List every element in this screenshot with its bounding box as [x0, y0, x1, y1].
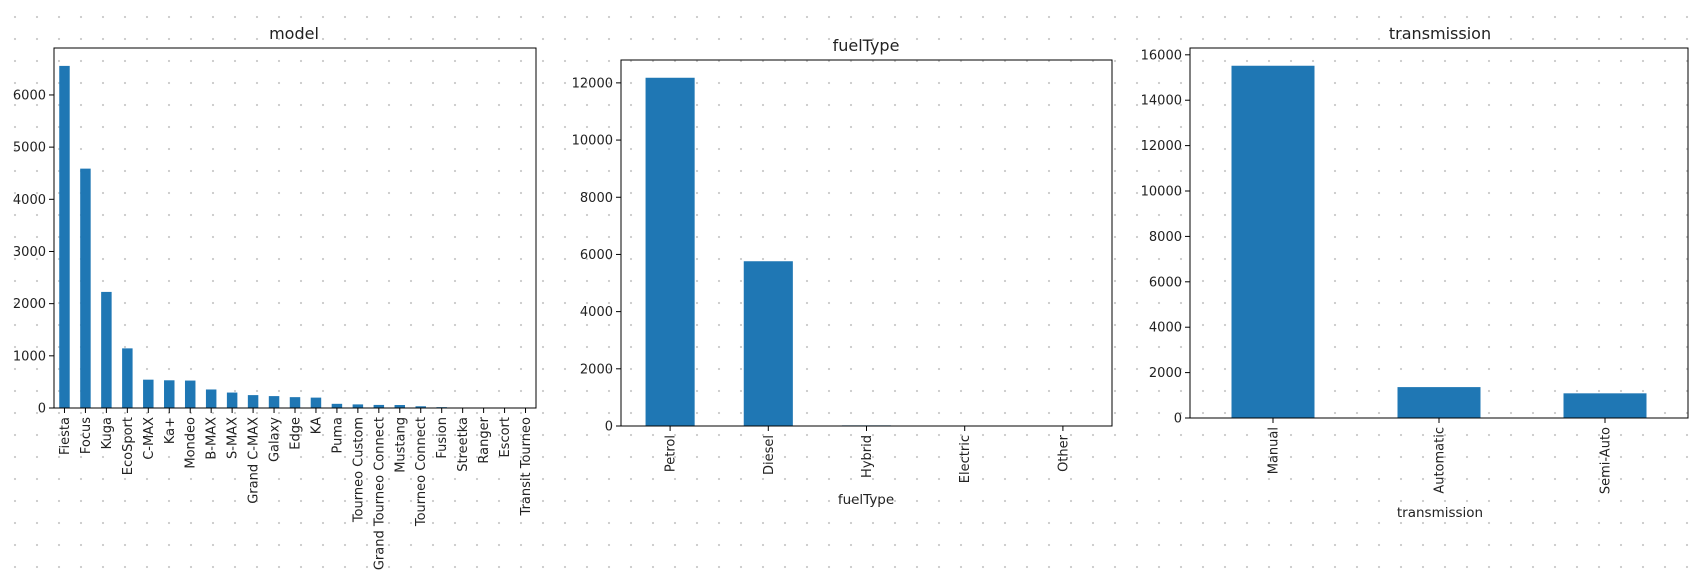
chart-title: transmission: [1389, 24, 1491, 43]
y-tick-label: 3000: [13, 245, 46, 260]
x-tick-label: Focus: [79, 417, 94, 454]
chart-title: model: [269, 24, 319, 43]
x-tick-label: Petrol: [664, 435, 679, 472]
x-tick-label: Semi-Auto: [1599, 427, 1614, 494]
x-tick-label: Diesel: [762, 435, 777, 475]
chart-model: model 0 1000 2000 3000 4000 5000 6000 Fiesta Fo…: [13, 24, 537, 570]
x-tick-label: Tourneo Custom: [351, 417, 366, 523]
y-tick-label: 0: [38, 402, 46, 417]
bar-manual: [1231, 65, 1315, 419]
x-tick-label: Kuga: [100, 417, 115, 449]
x-axis-label: fuelType: [838, 492, 894, 508]
y-tick-label: 4000: [580, 305, 613, 320]
x-tick-label: EcoSport: [121, 417, 136, 475]
y-tick-label: 2000: [580, 362, 613, 377]
y-tick-label: 10000: [572, 134, 613, 149]
x-tick-label: Ranger: [477, 416, 492, 463]
x-tick-label: Grand Tourneo Connect: [372, 417, 387, 570]
y-tick-label: 14000: [1141, 94, 1182, 109]
y-tick-label: 5000: [13, 141, 46, 156]
y-tick-label: 4000: [13, 193, 46, 208]
plot-frame: [620, 59, 1113, 427]
bar-semi-auto: [1563, 393, 1647, 418]
bar-edge: [289, 397, 301, 408]
x-tick-label: Manual: [1267, 427, 1282, 474]
bar-petrol: [645, 77, 695, 427]
x-tick-label: Grand C-MAX: [247, 417, 262, 504]
x-tick-label: B-MAX: [205, 417, 220, 460]
y-tick-label: 12000: [572, 76, 613, 91]
bar-automatic: [1397, 387, 1481, 418]
x-tick-label: Mondeo: [184, 417, 199, 469]
x-axis-label: transmission: [1397, 505, 1483, 521]
y-tick-label: 6000: [13, 88, 46, 103]
chart-transmission: transmission 0 2000 4000 6000 8000 10000 12000…: [1141, 24, 1689, 521]
y-tick-label: 10000: [1141, 185, 1182, 200]
bar-c-max: [143, 379, 154, 408]
bar-tourneo-custom: [352, 404, 364, 408]
bar-galaxy: [268, 396, 280, 408]
x-tick-label: Hybrid: [860, 435, 875, 478]
plot-frame: [53, 47, 537, 409]
x-tick-label: Automatic: [1433, 427, 1448, 494]
y-tick-label: 1000: [13, 349, 46, 364]
bar-diesel: [743, 261, 793, 426]
bar-grand-tourneo-connect: [373, 404, 385, 408]
bar-ecosport: [122, 348, 133, 408]
x-tick-label: Electric: [958, 435, 973, 483]
chart-title: fuelType: [833, 36, 900, 55]
x-tick-label: KA: [309, 417, 324, 434]
bar-ka-: [164, 380, 175, 408]
y-tick-label: 6000: [1149, 275, 1182, 290]
plot-frame: [1189, 47, 1689, 419]
x-tick-label: Ka+: [163, 417, 178, 444]
x-tick-label: S-MAX: [226, 417, 241, 459]
y-tick-label: 12000: [1141, 139, 1182, 154]
bar-mondeo: [184, 380, 196, 408]
y-tick-label: 4000: [1149, 321, 1182, 336]
x-tick-label: Mustang: [393, 417, 408, 473]
x-tick-label: Edge: [289, 417, 304, 450]
y-tick-label: 8000: [580, 191, 613, 206]
x-tick-label: Galaxy: [268, 417, 283, 462]
bar-s-max: [226, 392, 238, 408]
bar-grand-c-max: [247, 395, 259, 408]
x-tick-label: Streetka: [456, 417, 471, 472]
bar-fiesta: [59, 65, 70, 408]
y-tick-label: 6000: [580, 248, 613, 263]
bar-kuga: [101, 291, 112, 408]
bar-focus: [80, 168, 91, 408]
y-tick-label: 2000: [13, 297, 46, 312]
bar-ka: [310, 397, 322, 408]
y-tick-label: 8000: [1149, 230, 1182, 245]
x-tick-label: Puma: [330, 417, 345, 453]
x-tick-label: Escort: [498, 417, 513, 458]
y-tick-label: 16000: [1141, 48, 1182, 63]
x-tick-label: Other: [1056, 434, 1071, 472]
x-tick-label: Fiesta: [58, 417, 73, 455]
y-tick-label: 0: [605, 420, 613, 435]
y-tick-label: 0: [1174, 412, 1182, 427]
bar-puma: [331, 403, 343, 408]
bar-mustang: [394, 405, 406, 408]
x-tick-label: Transit Tourneo: [519, 417, 534, 516]
x-tick-label: Fusion: [435, 417, 450, 459]
bar-tourneo-connect: [415, 406, 426, 408]
x-tick-label: C-MAX: [142, 417, 157, 460]
bar-b-max: [205, 389, 217, 408]
y-tick-label: 2000: [1149, 366, 1182, 381]
x-tick-label: Tourneo Connect: [414, 417, 429, 527]
chart-fueltype: fuelType 0 2000 4000 6000 8000 10000 12000 Pet…: [572, 36, 1113, 508]
